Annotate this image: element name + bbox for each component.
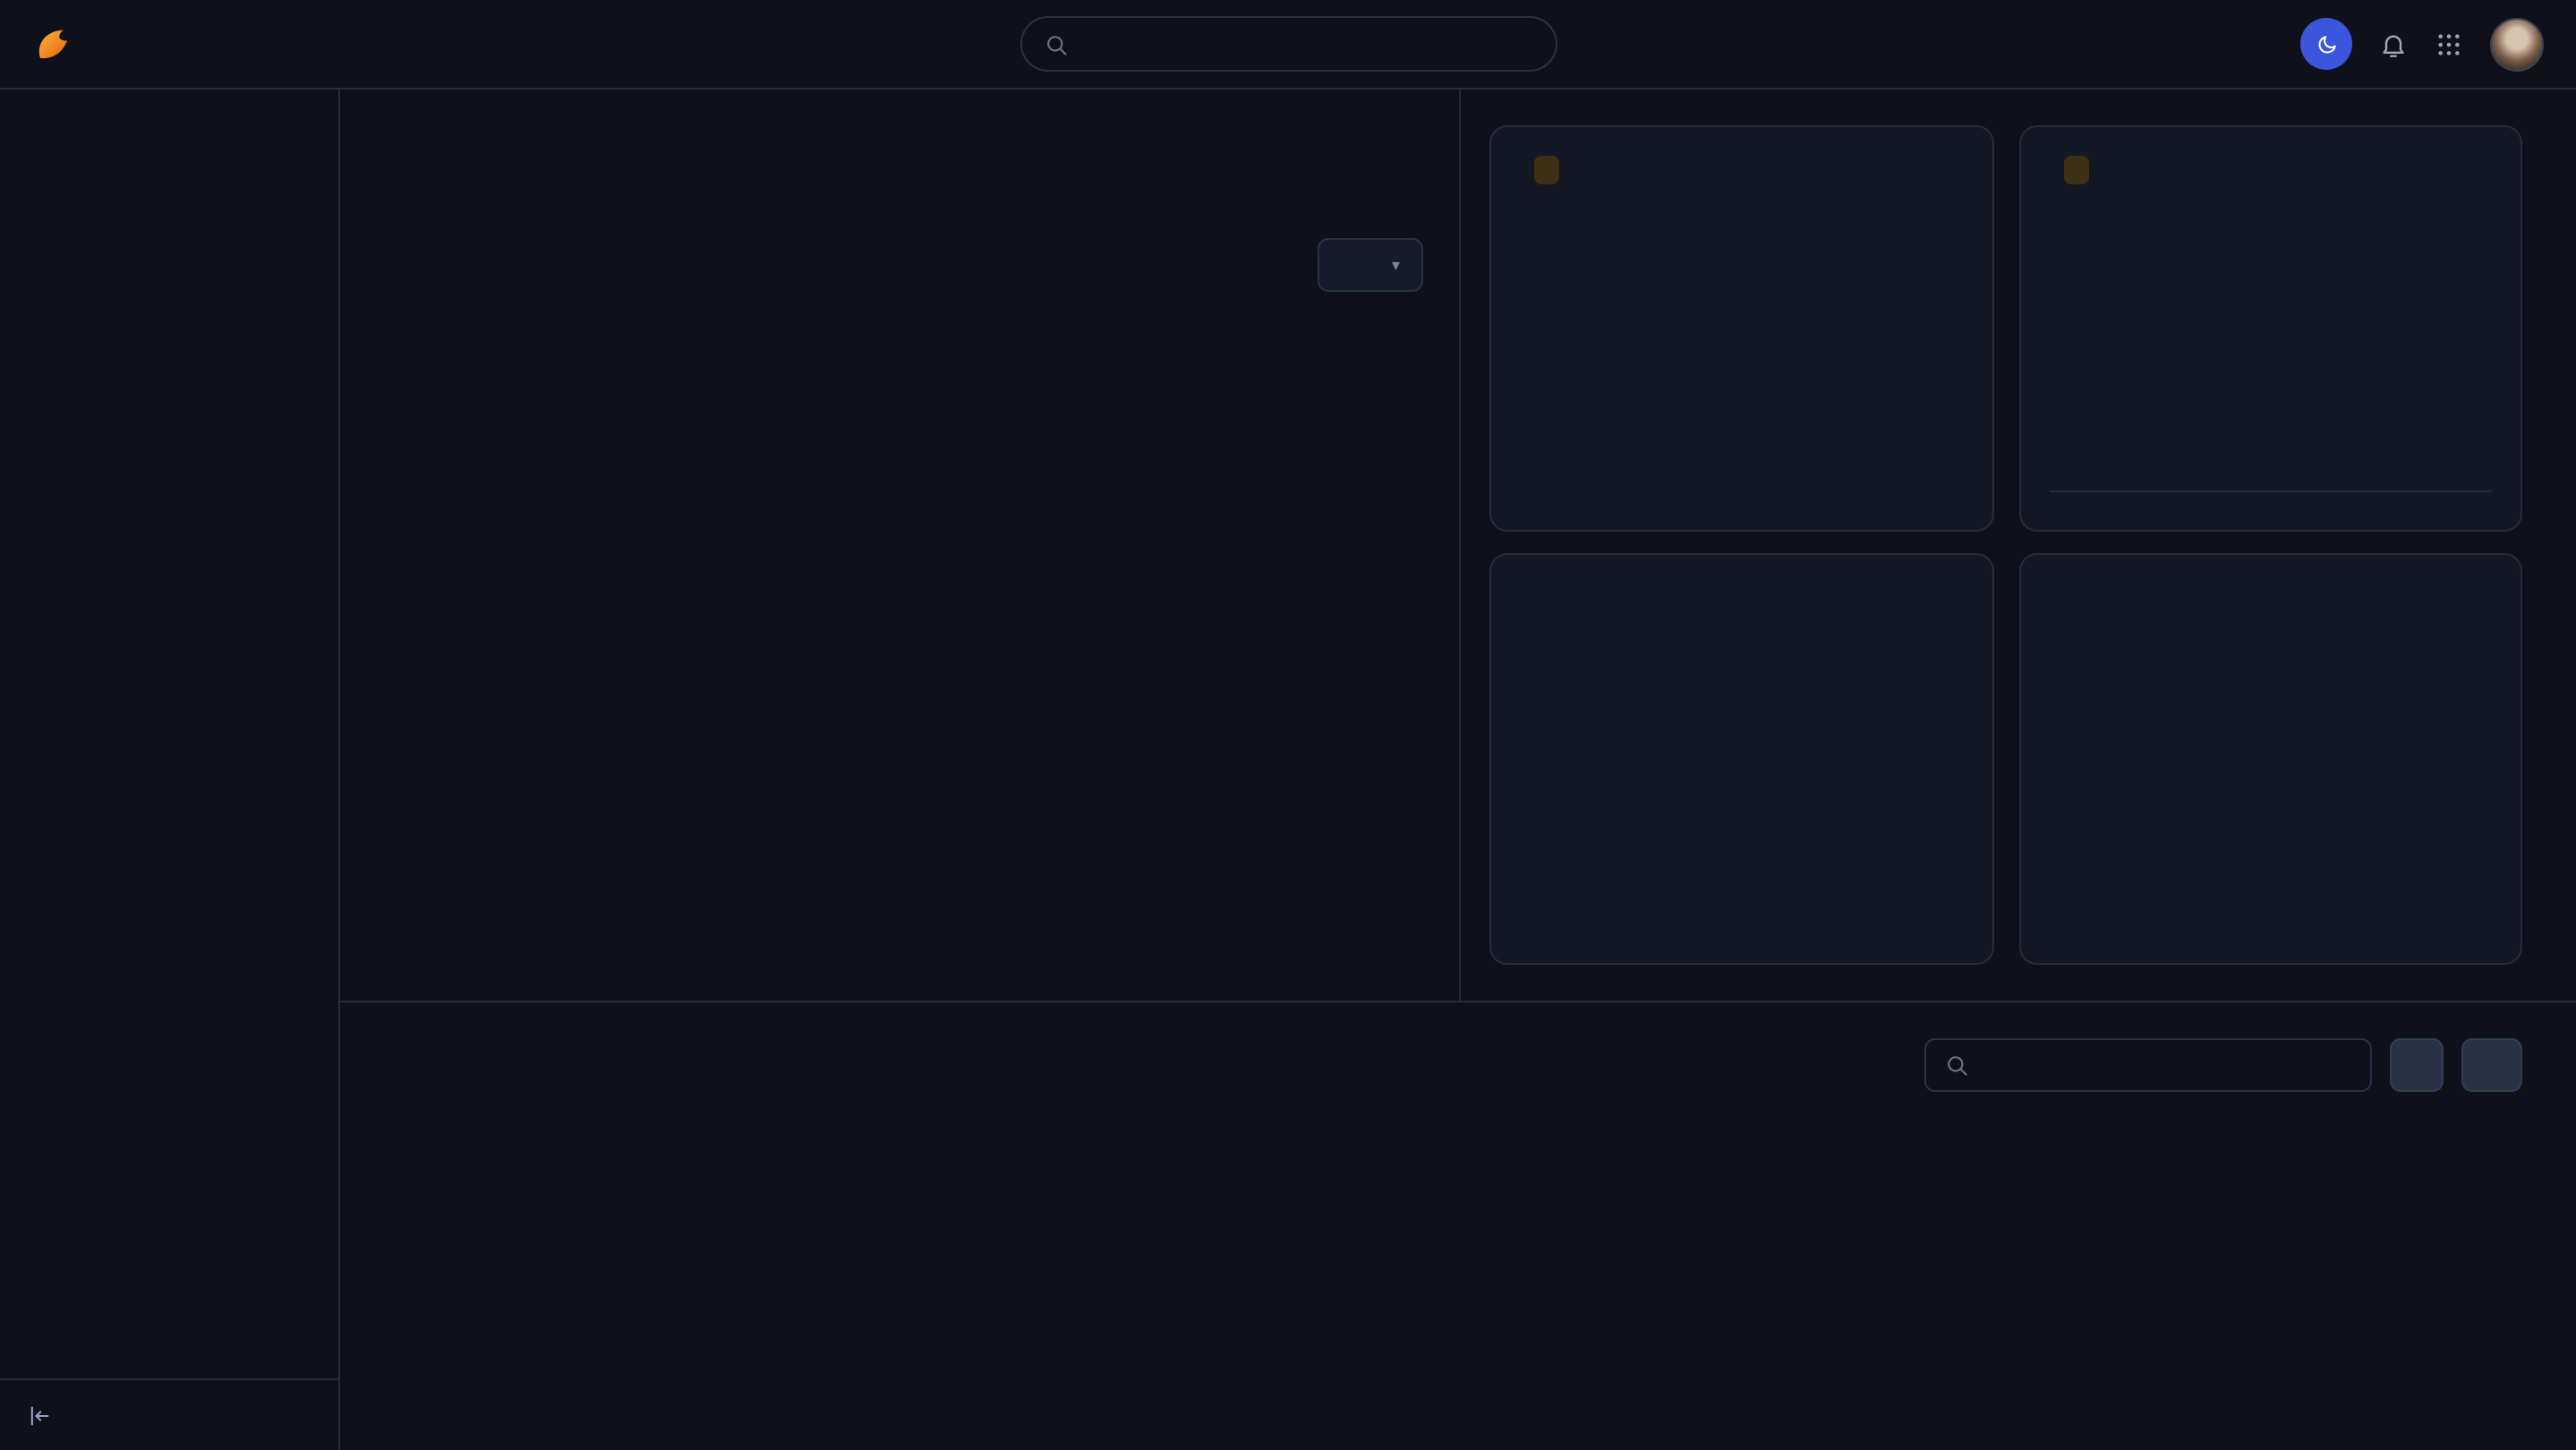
bell-icon	[2379, 30, 2408, 58]
search-icon	[1944, 1053, 1969, 1078]
new-customers-line-chart	[2049, 211, 2492, 397]
more-options-button[interactable]	[2461, 1038, 2522, 1092]
total-orders-card	[1489, 125, 1993, 532]
top-navbar	[0, 0, 2576, 90]
theme-toggle-button[interactable]	[2300, 18, 2352, 70]
global-search-input[interactable]	[1082, 30, 1533, 58]
chevron-down-icon: ▾	[1392, 255, 1400, 275]
main-content: ▾	[340, 90, 2576, 1450]
date-range-select[interactable]: ▾	[1318, 238, 1423, 292]
paying-gauge-chart	[2145, 593, 2396, 793]
search-icon	[1043, 31, 1068, 56]
paying-vs-nonpaying-card	[2018, 553, 2522, 965]
sidebar	[0, 90, 340, 1450]
trend-badge	[1534, 156, 1559, 184]
phoenix-logo-icon	[32, 22, 75, 65]
reviews-search-input[interactable]	[1983, 1051, 2352, 1079]
notifications-button[interactable]	[2379, 30, 2408, 58]
top-coupons-card	[1489, 553, 1993, 965]
new-customers-x-labels	[2049, 490, 2492, 505]
moon-icon	[2314, 31, 2339, 56]
top-coupons-donut-chart	[1649, 603, 1835, 789]
navbar-actions	[2300, 17, 2544, 71]
global-search[interactable]	[1019, 16, 1557, 72]
grid-nine-dots-icon	[2435, 30, 2463, 58]
collapse-icon	[27, 1403, 52, 1428]
app-root: ▾	[0, 0, 2576, 1450]
apps-grid-button[interactable]	[2435, 30, 2463, 58]
donut-center-value	[1649, 603, 1835, 789]
trend-badge	[2063, 156, 2088, 184]
new-customers-card	[2018, 125, 2522, 532]
user-avatar[interactable]	[2490, 17, 2544, 71]
all-products-button[interactable]	[2390, 1038, 2444, 1092]
brand[interactable]	[32, 22, 90, 65]
reviews-search[interactable]	[1924, 1038, 2372, 1092]
latest-reviews-section	[340, 1001, 2576, 1450]
total-orders-bar-chart	[1590, 208, 1894, 394]
total-sells-chart	[394, 320, 1423, 704]
collapsed-view-toggle[interactable]	[0, 1378, 338, 1450]
